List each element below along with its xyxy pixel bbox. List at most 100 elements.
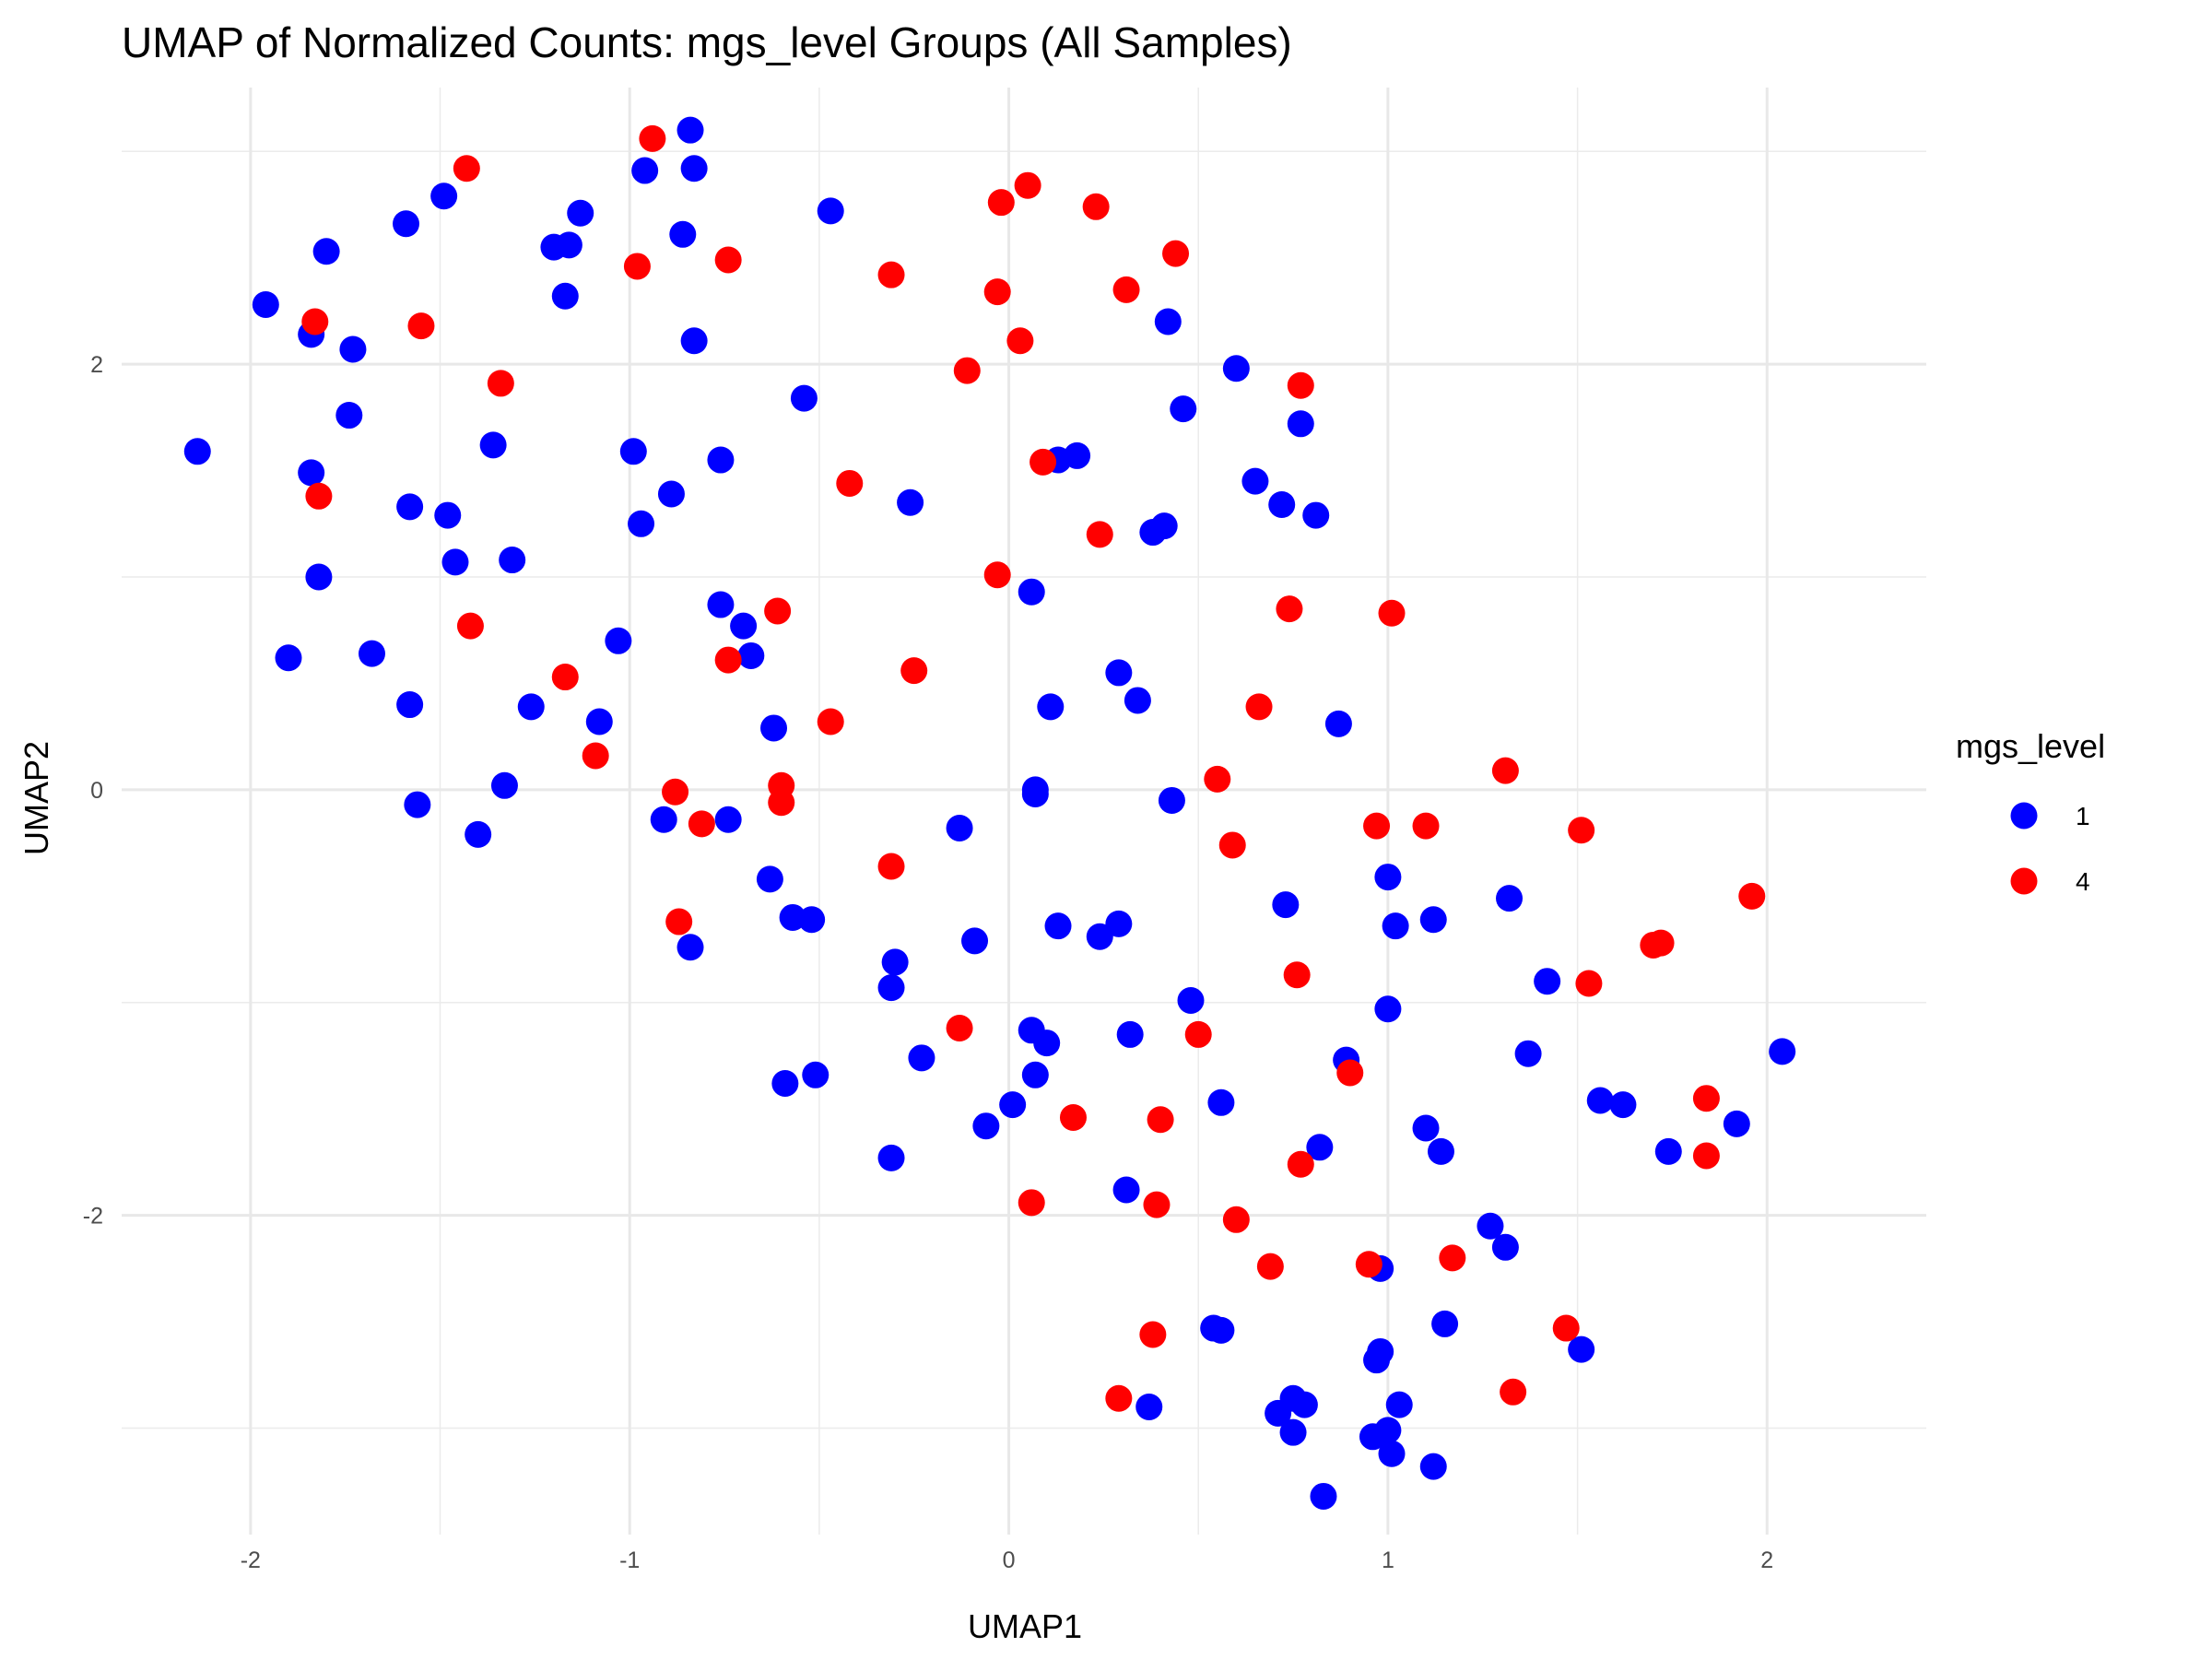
data-point-group-4 bbox=[1184, 1020, 1212, 1048]
x-tick-label: -2 bbox=[241, 1547, 261, 1573]
data-point-group-4 bbox=[688, 810, 715, 838]
data-point-group-1 bbox=[551, 282, 579, 310]
data-point-group-1 bbox=[1044, 912, 1072, 940]
data-point-group-1 bbox=[707, 591, 735, 618]
data-point-group-1 bbox=[628, 510, 655, 537]
data-point-group-4 bbox=[1412, 812, 1440, 840]
data-point-group-1 bbox=[1021, 781, 1049, 808]
data-point-group-1 bbox=[1723, 1110, 1750, 1137]
data-point-group-4 bbox=[305, 482, 333, 510]
data-point-group-1 bbox=[961, 927, 989, 955]
data-point-group-4 bbox=[836, 469, 864, 497]
data-point-group-4 bbox=[1086, 521, 1113, 548]
data-point-group-4 bbox=[623, 253, 651, 280]
data-point-group-1 bbox=[730, 612, 758, 640]
y-tick-label: 2 bbox=[90, 352, 103, 378]
data-point-group-1 bbox=[1268, 491, 1296, 519]
data-point-group-4 bbox=[1355, 1251, 1382, 1278]
data-point-group-1 bbox=[877, 974, 905, 1002]
data-point-group-1 bbox=[669, 220, 697, 248]
legend-key-1 bbox=[2010, 802, 2038, 830]
data-point-group-1 bbox=[1568, 1335, 1595, 1363]
data-point-group-4 bbox=[1378, 599, 1406, 627]
data-point-group-1 bbox=[499, 547, 526, 574]
data-point-group-1 bbox=[817, 197, 844, 225]
data-point-group-1 bbox=[1272, 891, 1300, 919]
data-point-group-4 bbox=[877, 853, 905, 880]
data-point-group-1 bbox=[908, 1044, 935, 1072]
data-point-group-1 bbox=[1378, 1440, 1406, 1467]
data-point-group-1 bbox=[1207, 1088, 1235, 1116]
data-point-group-4 bbox=[1568, 817, 1595, 844]
data-point-group-1 bbox=[252, 291, 279, 318]
data-point-group-4 bbox=[1112, 276, 1140, 303]
data-point-group-1 bbox=[1287, 410, 1314, 438]
data-point-group-1 bbox=[1018, 578, 1045, 606]
data-point-group-1 bbox=[714, 806, 742, 833]
legend-title: mgs_level bbox=[1956, 727, 2105, 765]
data-point-group-4 bbox=[1276, 595, 1303, 623]
data-point-group-1 bbox=[1154, 308, 1182, 335]
data-point-group-4 bbox=[487, 370, 514, 397]
data-point-group-4 bbox=[551, 664, 579, 691]
data-point-group-1 bbox=[999, 1091, 1027, 1119]
y-tick-label: 0 bbox=[90, 778, 103, 804]
data-point-group-4 bbox=[817, 708, 844, 735]
data-point-group-1 bbox=[1158, 786, 1185, 814]
data-point-group-1 bbox=[1306, 1134, 1334, 1161]
data-point-group-1 bbox=[1279, 1418, 1307, 1446]
data-point-group-1 bbox=[1586, 1087, 1614, 1114]
data-point-group-1 bbox=[396, 691, 424, 719]
data-point-group-1 bbox=[1086, 923, 1113, 950]
data-point-group-1 bbox=[1431, 1310, 1459, 1337]
legend: mgs_level 14 bbox=[1956, 727, 2105, 896]
legend-label-1: 1 bbox=[2076, 802, 2090, 830]
data-point-group-1 bbox=[1496, 885, 1524, 912]
data-point-group-1 bbox=[183, 438, 211, 465]
data-point-group-1 bbox=[517, 693, 545, 721]
data-point-group-1 bbox=[1150, 512, 1178, 540]
data-point-group-1 bbox=[1419, 1453, 1447, 1480]
data-point-group-4 bbox=[987, 189, 1015, 217]
data-point-group-1 bbox=[1064, 441, 1091, 469]
data-point-group-1 bbox=[972, 1112, 1000, 1140]
data-point-group-1 bbox=[771, 1070, 799, 1098]
data-point-group-1 bbox=[802, 1061, 830, 1088]
data-point-group-4 bbox=[1647, 929, 1675, 957]
data-point-group-1 bbox=[441, 548, 469, 576]
grid bbox=[122, 88, 1926, 1535]
data-point-group-4 bbox=[456, 612, 484, 640]
data-point-group-1 bbox=[1477, 1212, 1504, 1240]
x-tick-label: -1 bbox=[619, 1547, 640, 1573]
data-point-group-4 bbox=[714, 646, 742, 674]
data-point-group-4 bbox=[877, 261, 905, 288]
data-point-group-1 bbox=[1491, 1233, 1519, 1261]
data-point-group-1 bbox=[1310, 1482, 1337, 1510]
data-point-group-1 bbox=[1385, 1391, 1413, 1418]
data-point-group-4 bbox=[662, 778, 689, 806]
data-point-group-1 bbox=[404, 791, 431, 818]
x-tick-label: 2 bbox=[1760, 1547, 1773, 1573]
data-point-group-4 bbox=[1018, 1189, 1045, 1217]
data-point-group-1 bbox=[1135, 1393, 1163, 1420]
data-point-group-1 bbox=[1112, 1176, 1140, 1204]
data-point-group-4 bbox=[953, 357, 981, 384]
data-point-group-1 bbox=[1609, 1091, 1637, 1119]
legend-items: 14 bbox=[2010, 802, 2090, 896]
data-point-group-1 bbox=[490, 771, 518, 799]
data-point-group-1 bbox=[877, 1144, 905, 1171]
data-point-group-1 bbox=[1021, 1061, 1049, 1088]
data-point-group-4 bbox=[301, 308, 329, 335]
data-point-group-4 bbox=[1105, 1384, 1133, 1412]
data-point-group-1 bbox=[1290, 1391, 1318, 1418]
data-point-group-4 bbox=[1006, 327, 1034, 355]
data-point-group-1 bbox=[881, 948, 909, 976]
data-point-group-1 bbox=[756, 865, 783, 893]
data-point-group-1 bbox=[737, 641, 765, 669]
data-point-group-4 bbox=[1283, 961, 1311, 989]
data-points bbox=[183, 116, 1796, 1510]
data-point-group-4 bbox=[768, 789, 795, 817]
data-point-group-4 bbox=[983, 561, 1011, 589]
data-point-group-1 bbox=[396, 493, 424, 521]
